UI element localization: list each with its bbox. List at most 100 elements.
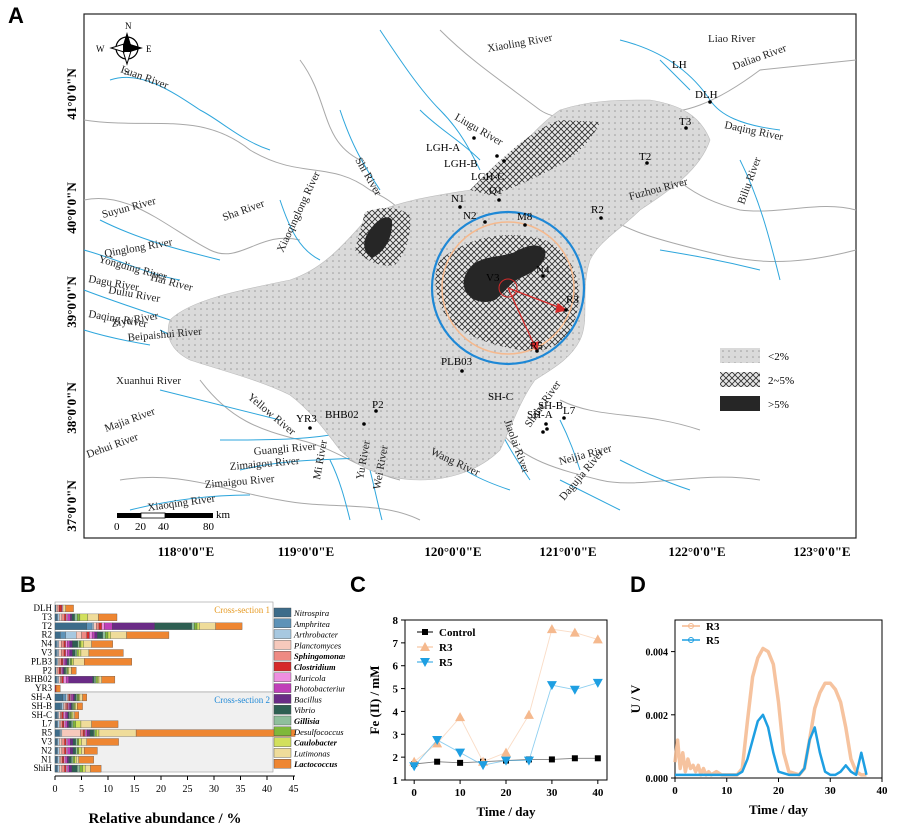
- svg-text:80: 80: [203, 521, 215, 533]
- bar-segment: [67, 720, 69, 728]
- data-point: [434, 758, 441, 765]
- legend-label: Nitrospira: [293, 608, 329, 618]
- bar-segment: [71, 765, 78, 773]
- data-point: [592, 678, 603, 688]
- bar-segment: [79, 613, 89, 621]
- row-label: N2: [41, 745, 52, 755]
- bar-segment: [61, 676, 64, 684]
- bar-segment: [84, 658, 133, 666]
- bar-segment: [65, 720, 68, 728]
- data-point: [432, 736, 443, 745]
- bar-segment: [87, 729, 91, 737]
- bar-segment: [64, 711, 67, 719]
- bar-segment: [59, 613, 63, 621]
- bar-segment: [69, 693, 71, 702]
- panel-label-b: B: [20, 572, 36, 597]
- bar-segment: [67, 756, 69, 764]
- bar-segment: [54, 604, 57, 613]
- bar-segment: [69, 702, 72, 710]
- bar-segment: [64, 613, 67, 621]
- bar-segment: [98, 729, 137, 737]
- bar-segment: [54, 649, 57, 657]
- bar-segment: [54, 693, 64, 702]
- bar-segment: [91, 631, 95, 639]
- svg-text:SH-B: SH-B: [538, 400, 563, 412]
- row-label: L7: [42, 719, 52, 729]
- bar-segment: [76, 693, 78, 702]
- bar-segment: [57, 613, 60, 621]
- x-tick-label: 40: [592, 787, 604, 799]
- compass-icon: N S E W: [96, 21, 152, 77]
- svg-text:SH-C: SH-C: [488, 391, 513, 403]
- y-axis-label: Fe (II) / mM: [367, 666, 382, 735]
- svg-text:LH: LH: [672, 59, 687, 71]
- svg-text:SH-A: SH-A: [527, 409, 553, 421]
- bar-segment: [94, 729, 97, 737]
- bar-segment: [70, 693, 72, 702]
- x-tick-label: 30: [546, 787, 558, 799]
- svg-text:39°0'0"N: 39°0'0"N: [64, 276, 79, 328]
- bar-segment: [60, 729, 63, 737]
- legend-marker: [422, 629, 428, 635]
- svg-text:41°0'0"N: 41°0'0"N: [64, 68, 79, 120]
- bar-segment: [104, 622, 113, 630]
- x-tick-label: 45: [289, 784, 299, 795]
- x-axis-label: Time / day: [749, 802, 808, 817]
- data-point: [501, 747, 511, 757]
- bar-segment: [70, 711, 72, 719]
- legend-marker: [688, 623, 694, 629]
- sampling-arrows: [507, 287, 568, 353]
- legend-label: Muricola: [293, 673, 326, 683]
- bar-segment: [66, 667, 68, 675]
- row-label: P2: [42, 665, 52, 675]
- bar-segment: [66, 711, 69, 719]
- legend-label: Clostridium: [294, 662, 336, 672]
- data-point: [523, 756, 534, 766]
- bar-segment: [55, 649, 58, 657]
- x-tick-label: 0: [672, 785, 678, 797]
- bar-segment: [105, 631, 109, 639]
- cross-section-1-label: Cross-section 1: [214, 605, 270, 615]
- data-point: [548, 756, 555, 763]
- x-tick-label: 10: [721, 785, 733, 797]
- svg-text:>5%: >5%: [768, 399, 789, 411]
- legend-label: Desulfococcus: [293, 727, 344, 737]
- bar-segment: [67, 658, 69, 666]
- legend-label: Lactococcus: [293, 759, 338, 769]
- bar-segment: [102, 631, 106, 639]
- bar-segment: [54, 658, 57, 666]
- bar-segment: [81, 631, 87, 639]
- bar-segment: [63, 711, 66, 719]
- bar-segment: [93, 729, 95, 737]
- legend-swatch: [273, 748, 292, 758]
- bar-segment: [79, 640, 82, 648]
- bar-segment: [57, 747, 60, 755]
- bar-segment: [60, 756, 63, 764]
- bar-segment: [196, 622, 200, 630]
- bar-segment: [55, 658, 58, 666]
- bar-segment: [112, 622, 155, 630]
- bar-segment: [57, 604, 60, 613]
- bar-segment: [54, 702, 61, 710]
- bar-segment: [71, 658, 74, 666]
- data-point: [455, 748, 466, 758]
- bar-segment: [71, 702, 73, 710]
- bar-segment: [74, 702, 76, 710]
- bar-segment: [59, 738, 63, 746]
- row-label: N1: [41, 754, 52, 764]
- x-tick-label: 15: [130, 784, 140, 795]
- bar-segment: [60, 711, 63, 719]
- bar-segment: [62, 667, 65, 675]
- legend-swatch: [273, 618, 292, 628]
- bar-segment: [56, 613, 58, 621]
- zone-mid-3: [435, 235, 579, 352]
- row-label: DLH: [34, 603, 53, 613]
- bar-segment: [81, 738, 87, 746]
- data-point: [457, 759, 464, 766]
- bar-segment: [56, 711, 58, 719]
- bar-segment: [67, 667, 69, 675]
- bar-segment: [56, 738, 58, 746]
- lon-tick-labels: 118°0'0"E 119°0'0"E 120°0'0"E 121°0'0"E …: [158, 544, 851, 559]
- bar-segment: [199, 622, 216, 630]
- bar-segment: [62, 720, 65, 728]
